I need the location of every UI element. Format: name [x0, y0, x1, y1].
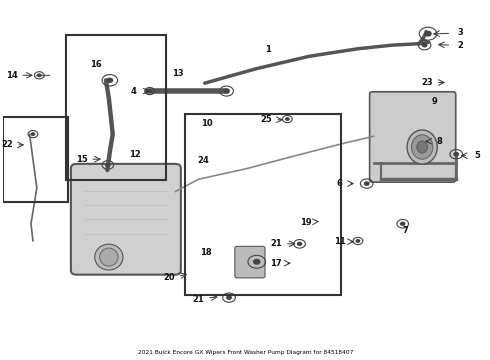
- Circle shape: [31, 133, 35, 135]
- Ellipse shape: [417, 141, 427, 153]
- FancyBboxPatch shape: [369, 92, 456, 182]
- Bar: [66, 35, 166, 180]
- Text: 21: 21: [193, 294, 204, 303]
- Circle shape: [224, 89, 229, 93]
- Circle shape: [227, 296, 231, 299]
- Circle shape: [38, 74, 41, 77]
- Text: 11: 11: [334, 237, 345, 246]
- Circle shape: [107, 78, 113, 82]
- Ellipse shape: [95, 244, 123, 270]
- Text: 5: 5: [474, 151, 480, 160]
- Circle shape: [401, 222, 405, 225]
- Bar: [3, 117, 69, 202]
- Circle shape: [365, 182, 369, 185]
- Text: 25: 25: [261, 115, 272, 124]
- Text: 20: 20: [163, 273, 175, 282]
- Text: 1: 1: [265, 45, 271, 54]
- Text: 18: 18: [200, 248, 212, 257]
- Circle shape: [286, 118, 289, 120]
- Text: 6: 6: [337, 179, 343, 188]
- Text: 23: 23: [421, 78, 433, 87]
- Text: 21: 21: [270, 239, 282, 248]
- Text: 22: 22: [2, 140, 14, 149]
- Text: 9: 9: [432, 97, 438, 106]
- Text: 4: 4: [130, 86, 136, 95]
- Circle shape: [297, 242, 302, 245]
- Text: 2021 Buick Encore GX Wipers Front Washer Pump Diagram for 84518407: 2021 Buick Encore GX Wipers Front Washer…: [138, 350, 354, 355]
- Text: 10: 10: [201, 119, 213, 128]
- Text: 19: 19: [299, 218, 311, 227]
- Circle shape: [148, 90, 151, 92]
- Text: 2: 2: [457, 41, 463, 50]
- Text: 24: 24: [197, 156, 209, 165]
- Circle shape: [425, 31, 431, 36]
- Circle shape: [254, 260, 260, 264]
- Text: 16: 16: [90, 60, 102, 69]
- Text: 8: 8: [437, 137, 442, 146]
- Text: 13: 13: [172, 69, 184, 78]
- Text: 12: 12: [129, 150, 141, 159]
- Circle shape: [422, 44, 427, 47]
- Circle shape: [106, 163, 110, 166]
- Ellipse shape: [407, 130, 437, 164]
- Ellipse shape: [99, 248, 118, 266]
- Text: 15: 15: [76, 155, 88, 164]
- Circle shape: [356, 240, 360, 242]
- Circle shape: [454, 153, 459, 156]
- Text: 17: 17: [270, 259, 282, 268]
- Bar: [185, 114, 341, 295]
- Text: 7: 7: [403, 226, 409, 235]
- Ellipse shape: [412, 135, 433, 159]
- Text: 14: 14: [6, 71, 18, 80]
- Text: 3: 3: [457, 28, 463, 37]
- FancyBboxPatch shape: [71, 164, 181, 275]
- FancyBboxPatch shape: [235, 246, 265, 278]
